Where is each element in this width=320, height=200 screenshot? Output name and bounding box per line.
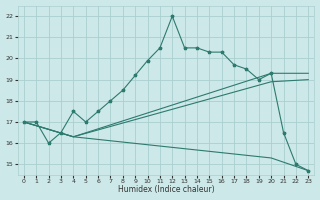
X-axis label: Humidex (Indice chaleur): Humidex (Indice chaleur): [118, 185, 214, 194]
